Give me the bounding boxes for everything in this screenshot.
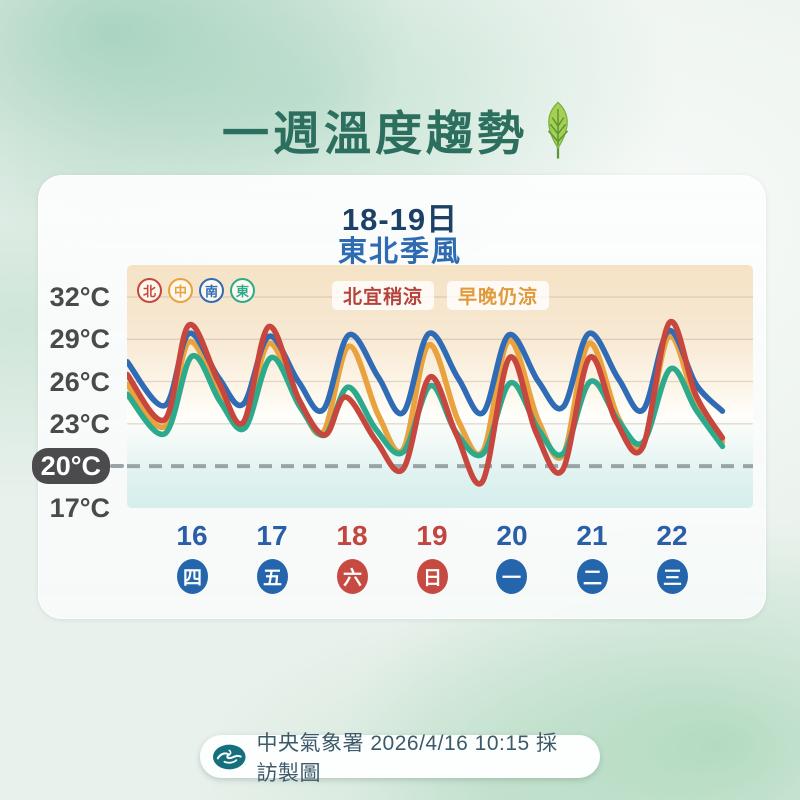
leaf-icon: [547, 101, 569, 159]
x-date-label-21: 21: [576, 520, 608, 551]
legend-item-south: 南: [199, 278, 224, 303]
legend-item-north: 北: [137, 278, 162, 303]
page-title-row: 一週溫度趨勢: [0, 92, 800, 166]
y-tick-highlight-badge: 20°C: [31, 448, 110, 484]
weekday-badge-17: 五: [257, 559, 288, 594]
reference-line-stub: [110, 464, 124, 468]
footer-text: 中央氣象署 2026/4/16 10:15 採訪製圖: [256, 731, 558, 785]
y-tick-label: 17°C: [49, 493, 110, 523]
weekday-badge-18: 六: [337, 559, 368, 594]
series-line-east: [127, 353, 726, 459]
footer-credit: 中央氣象署 2026/4/16 10:15 採訪製圖: [200, 732, 600, 785]
chart-legend: 北中南東: [137, 278, 255, 303]
annotation-chip-1: 早晚仍涼: [446, 281, 550, 310]
x-date-label-20: 20: [496, 520, 528, 551]
cwa-logo-icon: [213, 744, 246, 769]
annotation-chip-0: 北宜稍涼: [331, 281, 435, 310]
weekday-badge-16: 四: [177, 559, 208, 594]
y-tick-label: 26°C: [49, 367, 110, 397]
x-date-label-22: 22: [656, 520, 688, 551]
series-line-north: [127, 319, 726, 487]
y-tick-label: 20°C: [10, 448, 110, 484]
series-line-south: [127, 328, 726, 417]
legend-item-east: 東: [230, 278, 255, 303]
x-date-label-17: 17: [256, 520, 288, 551]
y-tick-label: 32°C: [49, 282, 110, 312]
x-date-label-16: 16: [176, 520, 208, 551]
chart-heading-dates: 18-19日: [341, 202, 459, 237]
temperature-line-chart: [127, 296, 753, 487]
x-date-label-19: 19: [416, 520, 448, 551]
weekday-badge-20: 一: [496, 559, 527, 594]
page-title: 一週溫度趨勢: [222, 106, 528, 160]
weekday-badge-22: 三: [657, 559, 688, 594]
y-tick-label: 29°C: [49, 324, 110, 354]
x-date-label-18: 18: [336, 520, 368, 551]
legend-item-central: 中: [168, 278, 193, 303]
weekday-badge-21: 二: [577, 559, 608, 594]
weekday-badge-19: 日: [417, 559, 448, 594]
chart-heading-weather: 東北季風: [337, 236, 462, 268]
y-tick-label: 23°C: [49, 409, 110, 439]
